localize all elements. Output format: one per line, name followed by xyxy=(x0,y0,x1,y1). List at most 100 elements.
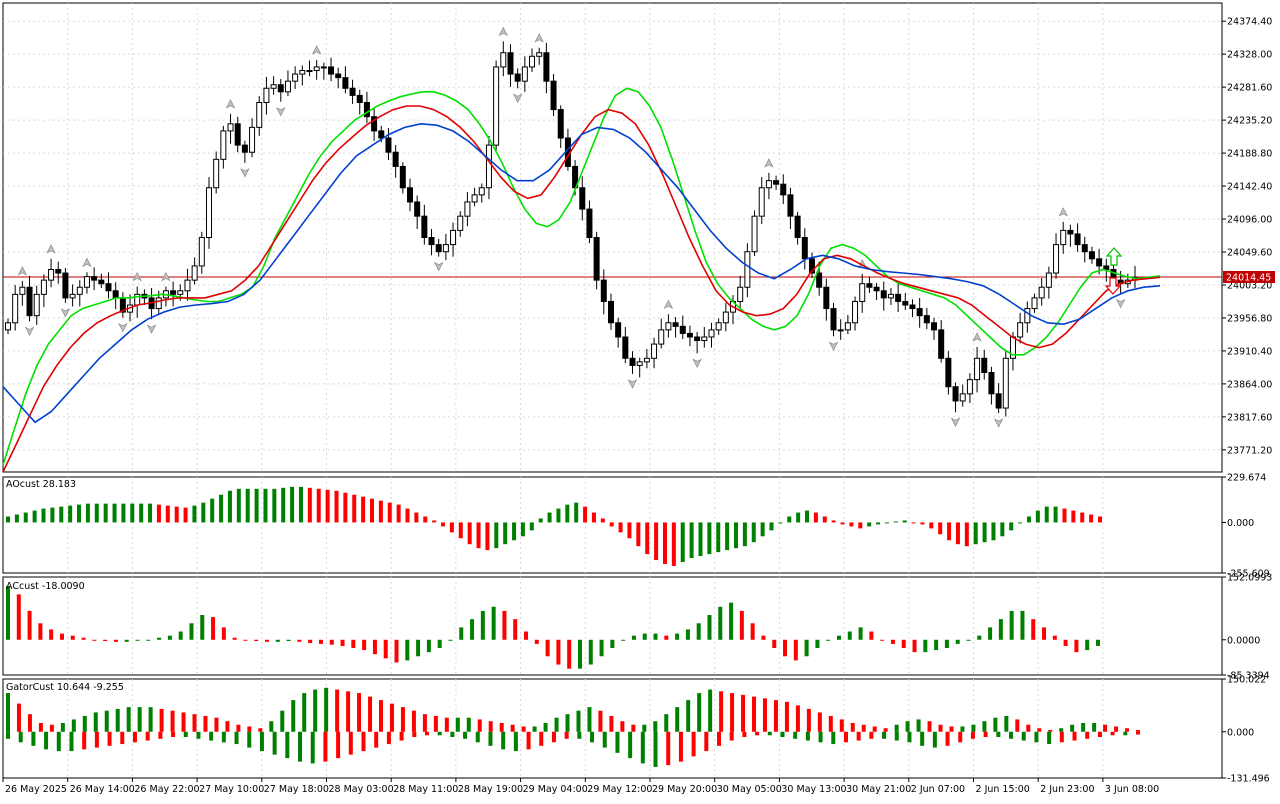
candle-bear xyxy=(938,329,945,359)
ao-bar xyxy=(1062,508,1067,523)
candle-bull xyxy=(5,322,11,331)
gator-upper-bar xyxy=(872,726,877,732)
candle-bull xyxy=(478,187,485,196)
y-tick-label: 23910.40 xyxy=(1227,346,1272,357)
ao-bar xyxy=(183,507,188,523)
ac-bar xyxy=(502,610,507,640)
ac-bar xyxy=(944,639,949,649)
ac-bar xyxy=(577,639,582,669)
ao-bar xyxy=(867,522,872,527)
fractal-down-icon xyxy=(240,168,250,178)
gator-lower-bar xyxy=(209,731,214,741)
gator-lower-bar xyxy=(1021,731,1026,741)
ao-bar xyxy=(1000,522,1005,537)
gator-lower-bar xyxy=(590,731,595,743)
gator-upper-bar xyxy=(1048,729,1053,732)
ac-bar xyxy=(642,633,647,640)
ac-bar xyxy=(729,602,734,640)
gator-lower-bar xyxy=(932,731,937,748)
candle-bull xyxy=(1017,322,1024,338)
ac-bar xyxy=(631,635,636,640)
candle-bear xyxy=(349,87,356,96)
ac-bar xyxy=(394,639,399,663)
y-tick-label: 24049.60 xyxy=(1227,247,1272,258)
ac-bar xyxy=(988,627,993,640)
gator-upper-bar xyxy=(795,705,800,732)
y-tick-label: -131.496 xyxy=(1227,774,1270,785)
candle-bear xyxy=(98,279,105,285)
ao-bar xyxy=(192,505,197,523)
ma-line-green xyxy=(2,87,1161,466)
candle-bull xyxy=(665,322,672,331)
gator-upper-bar xyxy=(543,722,548,732)
y-tick-label: 0.000 xyxy=(1227,727,1254,738)
gator-upper-bar xyxy=(784,701,789,732)
fractal-up-icon xyxy=(161,271,171,282)
ac-bar xyxy=(761,635,766,640)
candle-bull xyxy=(320,66,327,69)
y-tick-label: 23956.80 xyxy=(1227,313,1272,324)
ac-bar xyxy=(232,637,237,640)
ao-bar xyxy=(254,488,259,523)
gator-lower-bar xyxy=(755,731,760,736)
x-tick-label: 2 Jun 23:00 xyxy=(1040,784,1094,795)
gator-lower-bar xyxy=(526,731,531,750)
fractal-down-icon xyxy=(1115,298,1126,309)
gator-lower-bar xyxy=(564,731,569,739)
current-price-badge xyxy=(1223,270,1275,283)
ac-bar xyxy=(49,629,54,640)
ac-bar xyxy=(318,639,323,644)
ac-bar xyxy=(146,639,151,641)
candle-bull xyxy=(1060,229,1067,246)
ao-bar xyxy=(529,522,534,531)
gator-lower-bar xyxy=(1136,731,1140,735)
ac-bar xyxy=(869,631,874,640)
ao-bar xyxy=(849,522,854,527)
ao-bar xyxy=(441,522,446,527)
gator-lower-bar xyxy=(501,731,506,750)
gator-lower-bar xyxy=(132,731,137,743)
candle-bear xyxy=(335,73,342,79)
ao-bar xyxy=(423,516,428,523)
ao-bar xyxy=(130,503,135,523)
gator-upper-bar xyxy=(1037,728,1042,732)
ac-bar xyxy=(1020,610,1025,640)
candle-bull xyxy=(40,279,47,295)
gator-lower-bar xyxy=(1009,731,1014,739)
ao-bar xyxy=(751,522,756,543)
candle-bull xyxy=(844,322,851,331)
ao-bar xyxy=(742,522,747,547)
ac-bar xyxy=(610,639,615,649)
candle-bear xyxy=(385,137,392,153)
candle-bear xyxy=(363,101,370,118)
ac-bar xyxy=(1009,610,1014,640)
ac-bar xyxy=(113,639,118,642)
candle-bull xyxy=(1038,286,1045,299)
gator-upper-bar xyxy=(1004,715,1009,732)
ao-bar xyxy=(68,505,73,523)
ao-bar xyxy=(1018,522,1023,524)
gator-lower-bar xyxy=(196,731,201,739)
ao-bar xyxy=(94,503,99,523)
fractal-down-icon xyxy=(627,379,638,389)
gator-upper-bar xyxy=(894,724,899,732)
ao-bar xyxy=(236,488,241,523)
candle-bull xyxy=(521,66,528,82)
candle-bear xyxy=(557,109,564,139)
gator-lower-bar xyxy=(780,731,785,738)
gator-lower-bar xyxy=(18,731,23,743)
candle-bear xyxy=(1081,244,1088,253)
candle-bull xyxy=(1045,272,1052,288)
gator-lower-bar xyxy=(996,731,1001,738)
ao-bar xyxy=(600,518,605,523)
gator-upper-bar xyxy=(730,693,735,732)
gator-upper-bar xyxy=(1092,722,1097,732)
gator-lower-bar xyxy=(958,731,963,743)
fractal-down-icon xyxy=(512,93,523,103)
fractal-up-icon xyxy=(764,158,774,168)
gator-upper-bar xyxy=(313,689,318,732)
candle-bear xyxy=(952,386,959,402)
ac-bar xyxy=(836,635,841,640)
